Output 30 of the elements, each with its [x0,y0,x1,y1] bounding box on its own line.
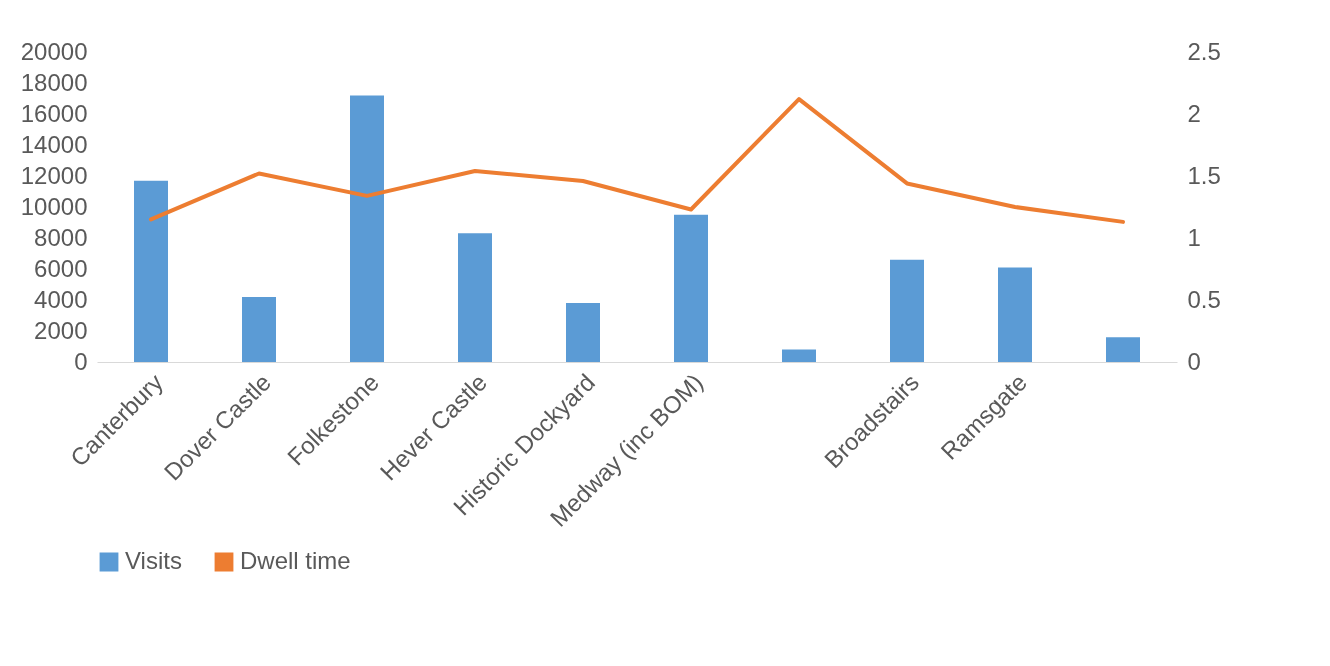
bar [350,95,384,362]
y2-tick-label: 2 [1187,99,1201,127]
y2-tick-label: 1.5 [1187,161,1221,189]
y-tick-label: 0 [74,347,88,375]
bar [998,267,1032,362]
y-tick-label: 14000 [20,130,88,158]
bar [242,296,276,362]
legend-label: Visits [125,547,182,574]
line-series [149,97,1125,224]
y2-tick-label: 1 [1187,223,1201,251]
y-tick-label: 10000 [20,192,88,220]
bar [1106,337,1140,362]
y-tick-label: 2000 [34,316,88,344]
y2-tick-label: 0 [1187,347,1201,375]
y-tick-label: 20000 [20,37,88,65]
y2-tick-label: 0.5 [1187,285,1221,313]
bar [134,180,168,362]
y-tick-label: 16000 [20,99,88,127]
y-tick-label: 8000 [34,223,88,251]
bar [782,349,816,362]
y-tick-label: 18000 [20,68,88,96]
y-tick-label: 12000 [20,161,88,189]
bar [674,214,708,362]
bar [890,259,924,362]
legend-label: Dwell time [240,547,351,574]
y-tick-label: 4000 [34,285,88,313]
bar [458,233,492,362]
y2-tick-label: 2.5 [1187,37,1221,65]
bar [566,303,600,362]
y-tick-label: 6000 [34,254,88,282]
